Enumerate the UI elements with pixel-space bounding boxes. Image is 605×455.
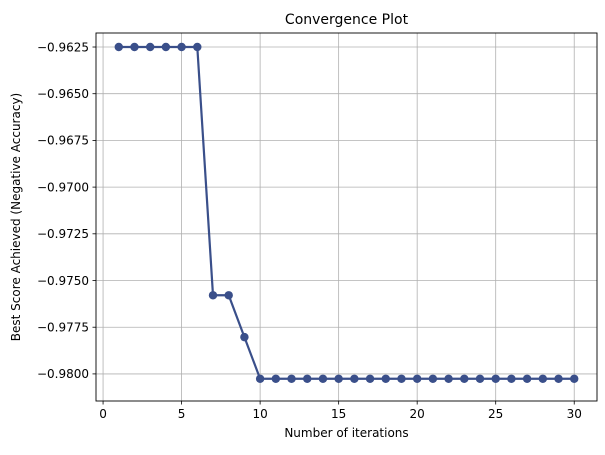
data-point [412, 374, 422, 383]
data-point [507, 374, 516, 383]
data-point [397, 374, 406, 383]
x-tick-label: 25 [488, 407, 503, 421]
data-point [255, 374, 265, 383]
data-point [365, 374, 375, 383]
y-tick-label: −0.9625 [37, 40, 89, 54]
x-tick-label: 20 [410, 407, 425, 421]
x-tick-label: 5 [178, 407, 186, 421]
data-point [554, 374, 563, 383]
data-point [193, 42, 202, 52]
x-tick-label: 0 [99, 407, 107, 421]
x-tick-label: 30 [567, 407, 582, 421]
chart-title: Convergence Plot [285, 12, 409, 28]
data-point [161, 42, 171, 52]
series-layer [114, 42, 579, 383]
y-axis-ticks: −0.9625 −0.9650 −0.9675 −0.9700 −0.9725 −0.97… [37, 40, 96, 381]
data-point [334, 374, 343, 383]
x-axis-ticks: 0 5 10 15 20 25 30 [99, 401, 582, 421]
x-axis-label: Number of iterations [284, 426, 408, 440]
data-point [130, 42, 139, 52]
data-point [287, 374, 296, 383]
grid-lines [96, 33, 597, 401]
y-axis-label: Best Score Achieved (Negative Accuracy) [9, 93, 23, 341]
data-point [318, 374, 328, 383]
data-point [114, 42, 123, 52]
plot-frame [95, 32, 598, 402]
x-tick-label: 10 [252, 407, 267, 421]
data-point [303, 374, 312, 383]
y-tick-label: −0.9750 [37, 274, 89, 288]
data-point [240, 332, 249, 342]
data-point [475, 374, 485, 383]
y-tick-label: −0.9775 [37, 321, 89, 335]
data-point [491, 374, 500, 383]
data-point [145, 42, 155, 52]
y-tick-label: −0.9800 [37, 367, 89, 381]
y-tick-label: −0.9650 [37, 87, 89, 101]
series-line [118, 45, 575, 380]
data-point [271, 374, 281, 383]
data-point [350, 374, 359, 383]
y-tick-label: −0.9700 [37, 180, 89, 194]
y-tick-label: −0.9675 [37, 134, 89, 148]
data-point [177, 42, 186, 52]
data-point [444, 374, 453, 383]
data-point [538, 374, 548, 383]
data-point [570, 374, 579, 383]
data-point [460, 374, 469, 383]
x-tick-label: 15 [331, 407, 346, 421]
data-point [428, 374, 438, 383]
y-tick-label: −0.9725 [37, 227, 89, 241]
data-point [208, 291, 218, 300]
data-point [381, 374, 390, 383]
data-point [522, 374, 532, 383]
data-point [224, 291, 233, 300]
